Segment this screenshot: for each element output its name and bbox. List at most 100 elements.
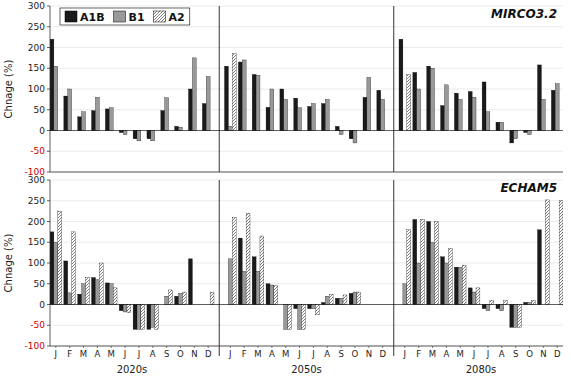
- bar: [228, 126, 232, 130]
- x-tick-label: J: [472, 349, 476, 359]
- bar: [431, 242, 435, 304]
- bar: [399, 39, 403, 130]
- x-tick: [83, 346, 84, 348]
- x-tick-label: A: [94, 349, 100, 359]
- bar: [92, 111, 96, 131]
- y-tick: [47, 346, 50, 347]
- x-tick: [432, 346, 433, 348]
- x-tick: [368, 346, 369, 348]
- bar: [496, 305, 500, 309]
- bar: [242, 271, 246, 304]
- bar: [151, 305, 155, 328]
- bar: [407, 230, 411, 305]
- x-tick: [543, 346, 544, 348]
- bar: [482, 82, 486, 131]
- bar: [444, 85, 448, 131]
- legend-swatch: [114, 11, 126, 22]
- x-tick: [208, 346, 209, 348]
- x-tick-label: J: [403, 349, 407, 359]
- y-tick-label: -100: [25, 341, 46, 351]
- x-tick: [557, 346, 558, 348]
- bar: [298, 108, 302, 131]
- bar: [514, 305, 518, 328]
- bar: [147, 131, 151, 139]
- x-tick: [487, 346, 488, 348]
- x-tick-label: M: [254, 349, 261, 359]
- bar: [486, 112, 490, 131]
- y-tick-label: 300: [28, 175, 45, 185]
- x-tick: [230, 346, 231, 348]
- bar: [141, 305, 145, 330]
- bar: [321, 302, 325, 304]
- bar: [528, 131, 532, 135]
- y-tick: [47, 200, 50, 201]
- bar: [462, 265, 466, 304]
- y-axis-label: Chnage (%): [3, 234, 14, 293]
- decade-label: 2020s: [117, 364, 148, 375]
- grid-line: [50, 283, 563, 284]
- y-tick: [47, 89, 50, 90]
- bar: [458, 267, 462, 304]
- bar: [78, 117, 82, 131]
- bar: [311, 104, 315, 131]
- y-tick-label: 300: [28, 1, 45, 11]
- legend: A1BB1A2: [60, 8, 190, 25]
- y-tick: [47, 304, 50, 305]
- bar: [541, 99, 545, 130]
- bar: [238, 62, 242, 130]
- bar: [169, 290, 173, 305]
- bar: [407, 74, 411, 130]
- bar: [308, 305, 312, 309]
- bar: [242, 60, 246, 131]
- x-tick: [515, 346, 516, 348]
- x-tick: [529, 346, 530, 348]
- bar: [298, 305, 302, 330]
- x-axis-line: [50, 346, 563, 347]
- bar: [458, 99, 462, 130]
- bar: [133, 305, 137, 330]
- bar: [127, 305, 131, 313]
- bar: [363, 97, 367, 130]
- bar: [504, 300, 508, 304]
- bar: [252, 74, 256, 130]
- bar: [270, 89, 274, 131]
- grid-line: [50, 263, 563, 264]
- x-tick: [501, 346, 502, 348]
- panel: -100-50050100150200250300Chnage (%)MIRCO…: [3, 1, 563, 177]
- y-tick: [47, 6, 50, 7]
- x-tick: [354, 346, 355, 348]
- bar: [468, 91, 472, 130]
- x-tick-label: D: [554, 349, 561, 359]
- x-tick-label: J: [123, 349, 127, 359]
- x-tick: [313, 346, 314, 348]
- bar: [175, 126, 179, 130]
- x-tick-label: S: [338, 349, 343, 359]
- bar: [335, 126, 339, 130]
- bar: [357, 292, 361, 304]
- bar: [123, 305, 127, 312]
- y-tick: [47, 325, 50, 326]
- bar: [311, 305, 315, 309]
- bar: [133, 131, 137, 139]
- decade-label: 2080s: [466, 364, 497, 375]
- x-tick-label: A: [324, 349, 330, 359]
- bar: [246, 213, 250, 304]
- y-tick-label: 150: [28, 63, 45, 73]
- bar: [82, 284, 86, 305]
- x-tick: [271, 346, 272, 348]
- decade-label: 2050s: [291, 364, 322, 375]
- x-tick: [327, 346, 328, 348]
- x-tick: [418, 346, 419, 348]
- bar: [321, 104, 325, 131]
- bar: [225, 66, 229, 130]
- decade-separator: [219, 6, 220, 172]
- y-tick-label: -50: [30, 320, 45, 330]
- x-tick-label: M: [457, 349, 464, 359]
- bar: [260, 236, 264, 304]
- bar: [95, 280, 99, 305]
- bars: [50, 200, 563, 329]
- x-tick-label: J: [297, 349, 301, 359]
- x-tick-label: J: [486, 349, 490, 359]
- bar: [206, 77, 210, 131]
- bar: [68, 89, 72, 131]
